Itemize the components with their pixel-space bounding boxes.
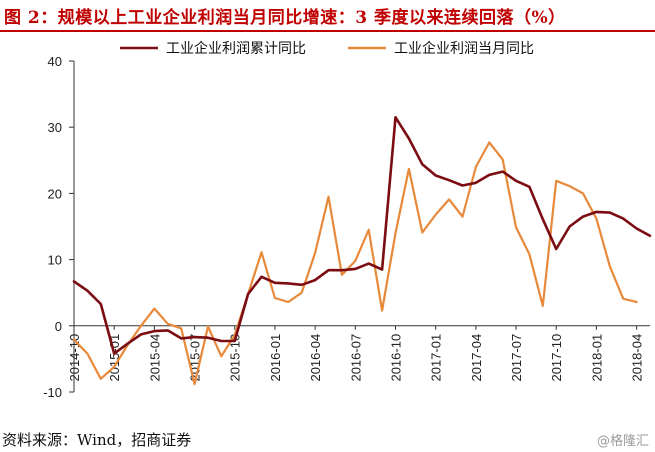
- x-tick-label: 2018-01: [589, 334, 604, 382]
- series-line-cumulative: [72, 116, 652, 355]
- chart-title: 图 2：规模以上工业企业利润当月同比增速：3 季度以来连续回落（%）: [4, 8, 566, 28]
- x-tick-label: 2017-04: [469, 334, 484, 382]
- source-note: 资料来源：Wind，招商证券: [2, 431, 192, 449]
- y-tick-label: -10: [43, 385, 62, 400]
- y-tick-label: 0: [55, 319, 62, 334]
- watermark: @格隆汇: [596, 434, 649, 449]
- y-tick-label: 30: [48, 120, 62, 135]
- x-tick-label: 2014-10: [67, 334, 82, 382]
- x-tick-label: 2016-10: [388, 334, 403, 382]
- title-underline: [0, 30, 655, 32]
- x-tick-label: 2017-10: [549, 334, 564, 382]
- x-tick-label: 2018-04: [630, 334, 645, 382]
- series-line-monthly: [72, 141, 638, 386]
- legend-label-monthly: 工业企业利润当月同比: [394, 40, 534, 57]
- x-tick-label: 2016-01: [268, 334, 283, 382]
- y-tick-label: 40: [48, 54, 62, 69]
- x-tick-label: 2016-07: [348, 334, 363, 382]
- legend-label-cumulative: 工业企业利润累计同比: [166, 40, 306, 57]
- x-tick-label: 2017-07: [509, 334, 524, 382]
- series-lines: [72, 116, 652, 386]
- legend: 工业企业利润累计同比 工业企业利润当月同比: [120, 40, 534, 57]
- x-tick-label: 2017-01: [429, 334, 444, 382]
- x-tick-label: 2016-04: [308, 334, 323, 382]
- x-tick-label: 2015-10: [228, 334, 243, 382]
- x-tick-label: 2015-04: [147, 334, 162, 382]
- y-tick-label: 10: [48, 253, 62, 268]
- y-tick-label: 20: [48, 186, 62, 201]
